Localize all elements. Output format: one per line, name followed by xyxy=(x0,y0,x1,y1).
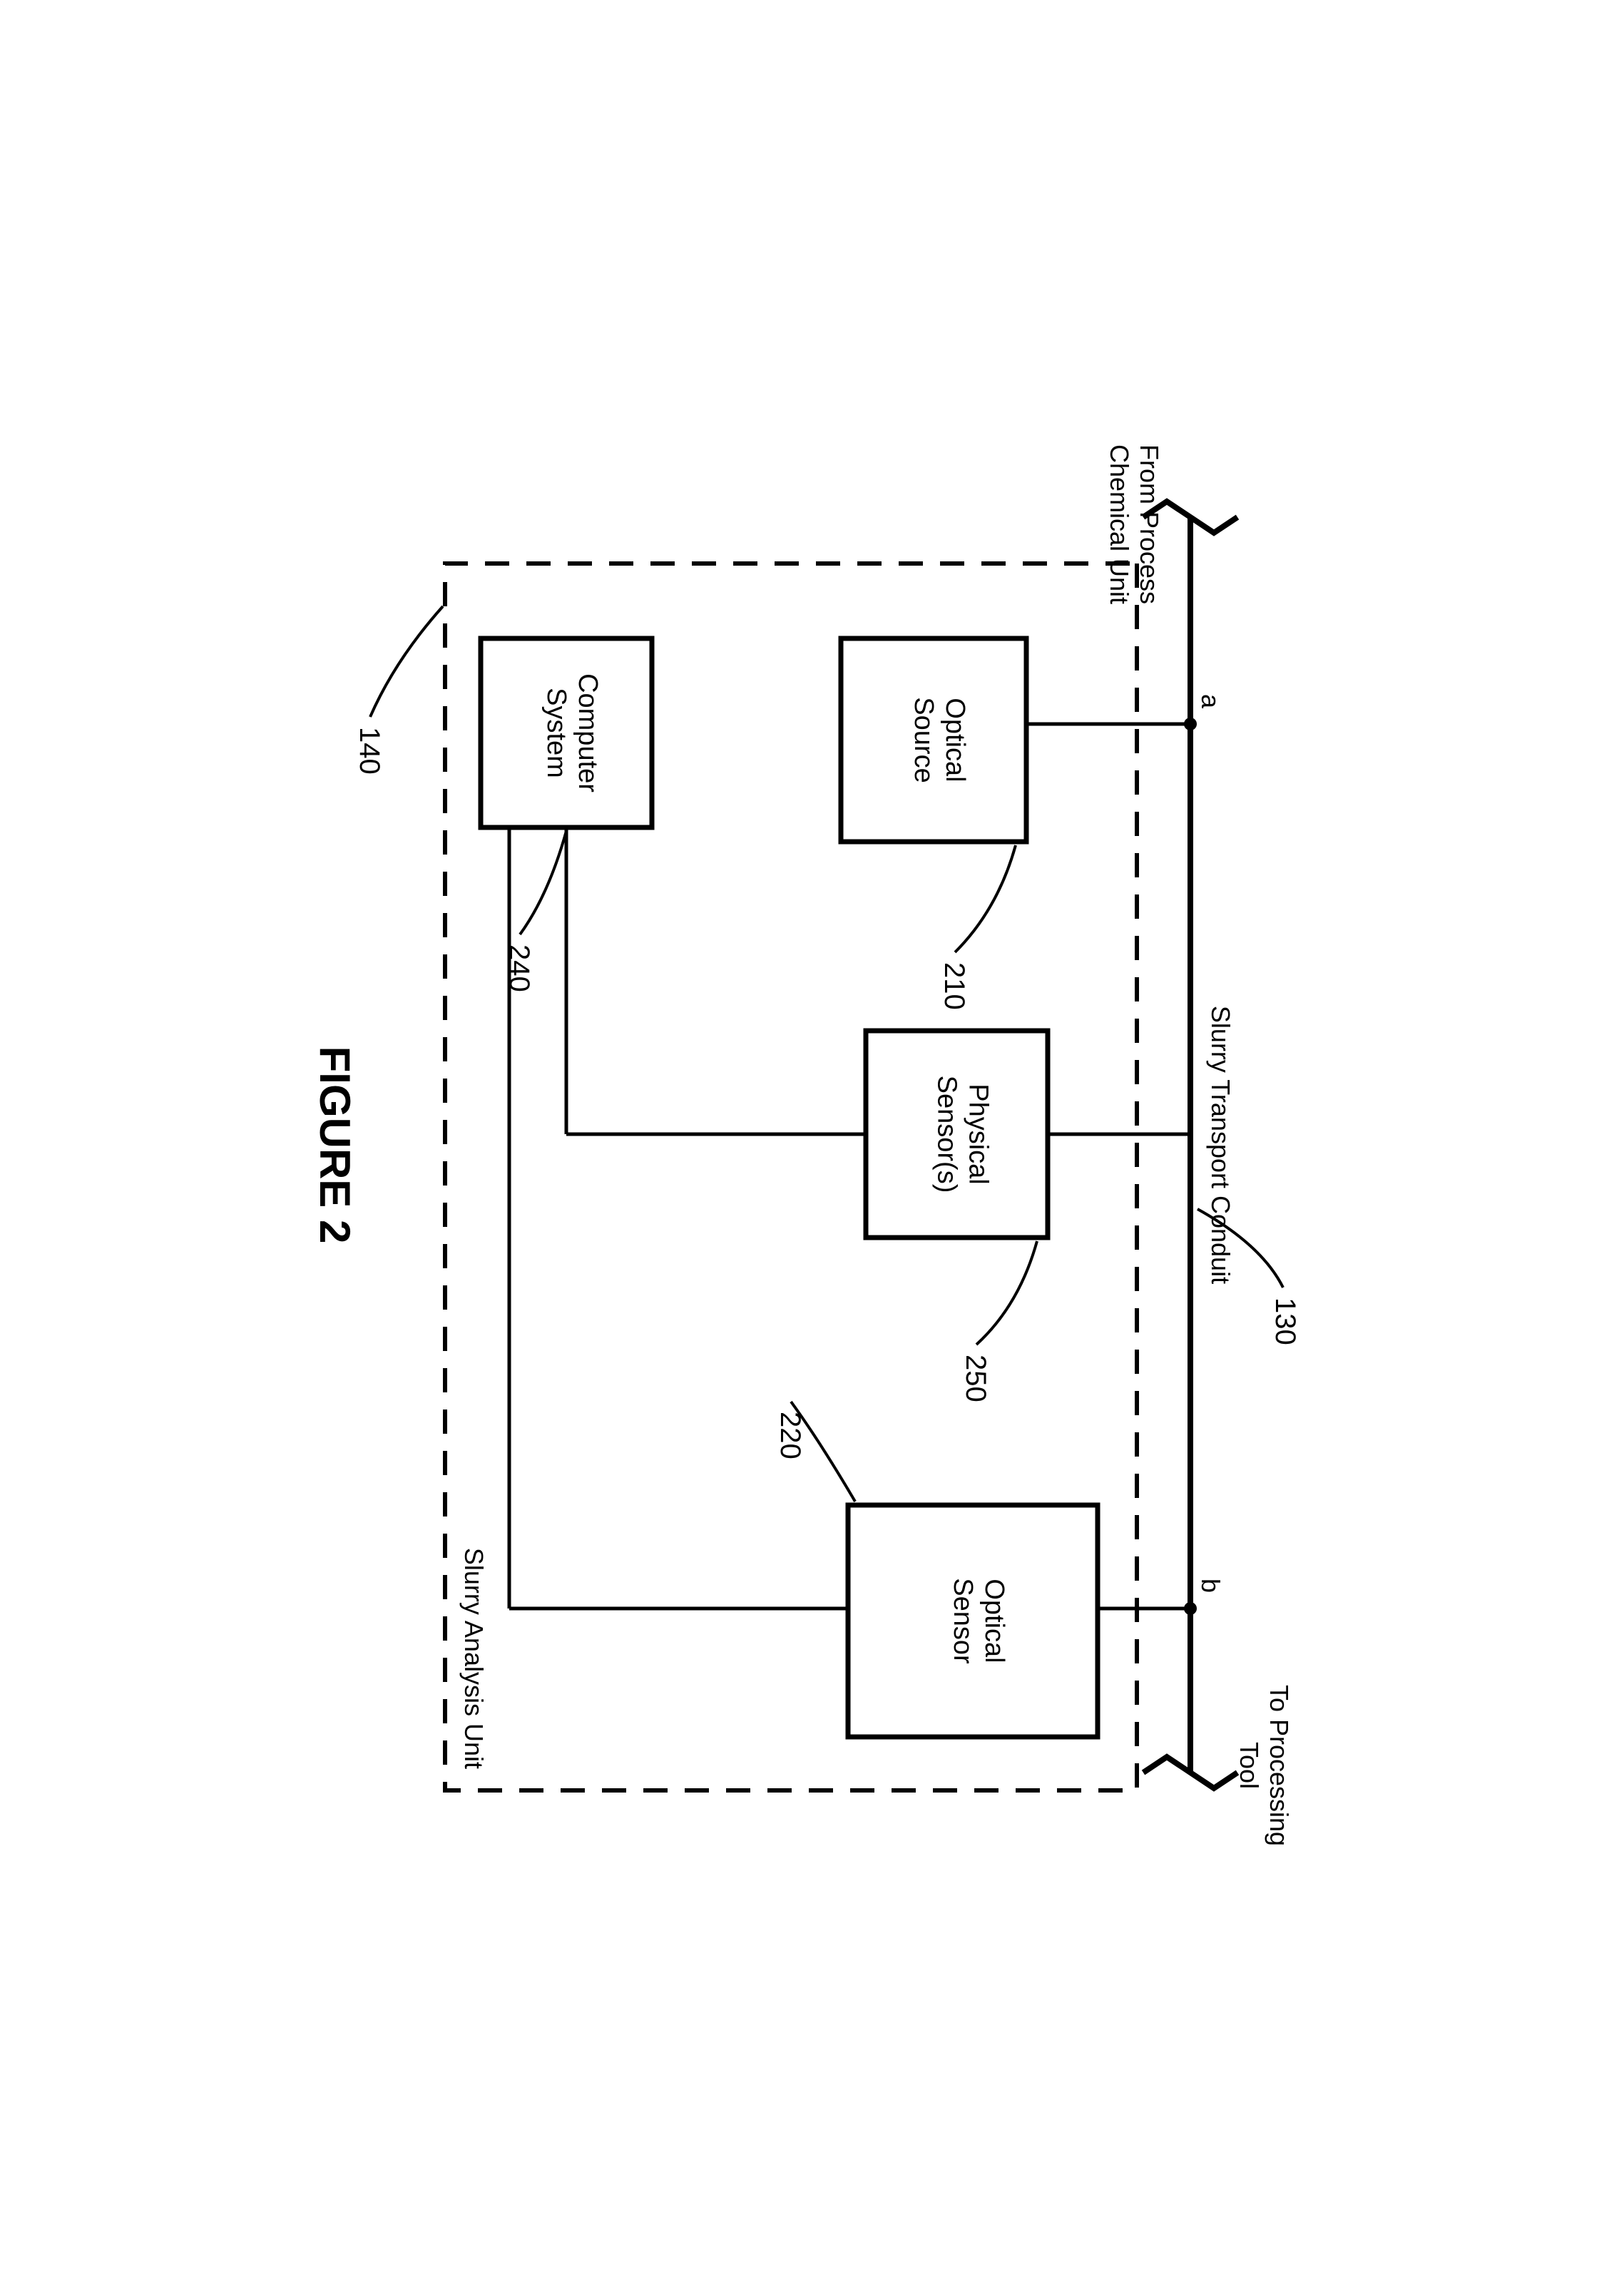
ref-250: 250 xyxy=(960,1355,991,1402)
conduit-from-label-2: Chemical Unit xyxy=(1105,444,1134,603)
tap-label-b: b xyxy=(1196,1578,1225,1592)
optical-sensor-block-label-2: Sensor xyxy=(948,1578,978,1664)
slurry-transport-conduit: Slurry Transport ConduitFrom ProcessChem… xyxy=(1105,444,1301,1845)
physical-sensor-block-label-2: Sensor(s) xyxy=(931,1075,961,1193)
optical-source-block-label-2: Source xyxy=(909,697,939,782)
analysis-unit-label: Slurry Analysis Unit xyxy=(459,1547,489,1768)
ref-140: 140 xyxy=(354,727,385,775)
computer-system-block-label-1: Computer xyxy=(573,673,603,792)
optical-source-block-label-1: Optical xyxy=(940,698,970,782)
computer-system-block-label-2: System xyxy=(541,688,571,778)
optical-sensor-block-label-1: Optical xyxy=(979,1579,1009,1663)
ref-220: 220 xyxy=(775,1412,806,1459)
physical-sensor-block: PhysicalSensor(s) 250 xyxy=(866,1031,1048,1402)
wires xyxy=(509,724,1190,1609)
conduit-label: Slurry Transport Conduit xyxy=(1206,1005,1235,1283)
physical-sensor-block-label-1: Physical xyxy=(963,1084,993,1185)
conduit-to-label-1: To Processing xyxy=(1265,1684,1294,1845)
optical-source-block: OpticalSource 210 xyxy=(841,638,1026,1010)
conduit-to-label-2: Tool xyxy=(1235,1741,1264,1788)
figure-caption: FIGURE 2 xyxy=(311,1046,359,1243)
ref-130: 130 xyxy=(1270,1298,1301,1345)
ref-210: 210 xyxy=(939,962,970,1010)
optical-sensor-block: OpticalSensor 220 xyxy=(775,1402,1098,1737)
tap-label-a: a xyxy=(1196,693,1225,708)
